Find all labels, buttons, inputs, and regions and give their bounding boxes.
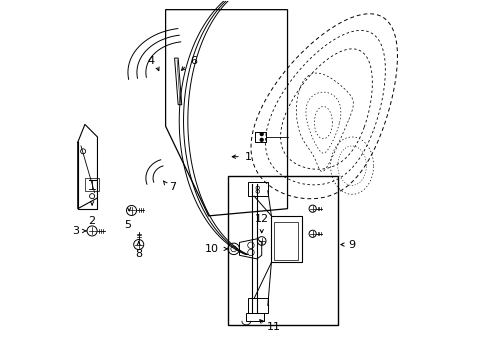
Text: 5: 5 [124, 220, 131, 230]
Bar [273, 222, 298, 260]
Bar [247, 298, 267, 313]
Text: 4: 4 [147, 56, 154, 66]
Bar [246, 313, 264, 321]
Text: 10: 10 [204, 244, 218, 254]
Text: 1: 1 [244, 152, 251, 162]
Text: 12: 12 [254, 214, 268, 224]
Text: 7: 7 [169, 182, 176, 192]
Circle shape [260, 133, 263, 135]
Bar [85, 178, 99, 191]
Text: 2: 2 [88, 216, 96, 226]
Circle shape [260, 138, 263, 141]
Text: 3: 3 [72, 226, 79, 236]
Bar [228, 176, 337, 325]
Text: 9: 9 [348, 239, 355, 249]
Text: 11: 11 [266, 322, 280, 332]
Text: 8: 8 [135, 249, 142, 259]
Text: 6: 6 [190, 56, 197, 66]
Bar [271, 216, 301, 262]
Bar [247, 182, 267, 196]
